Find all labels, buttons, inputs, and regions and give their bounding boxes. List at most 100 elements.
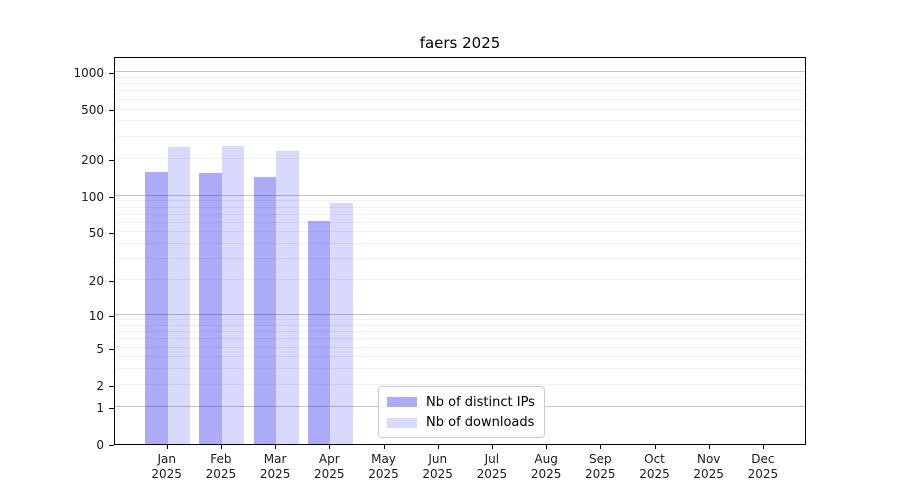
minor-gridline-6 [115, 338, 805, 340]
x-tick-label-dec: Dec 2025 [735, 452, 791, 482]
x-tick-month: Aug [534, 452, 558, 466]
y-tick-mark-50 [109, 233, 114, 235]
x-tick-month: Apr [318, 452, 340, 466]
x-tick-label-nov: Nov 2025 [681, 452, 737, 482]
x-tick-mark-dec [762, 445, 764, 449]
minor-gridline-5 [115, 346, 805, 348]
y-tick-mark-20 [109, 281, 114, 283]
minor-gridline-8 [115, 324, 805, 326]
minor-gridline-700 [115, 90, 805, 92]
legend-swatch-distinct-ips [387, 397, 417, 408]
x-tick-year: 2025 [476, 467, 508, 481]
x-tick-month: Dec [751, 452, 775, 466]
bar-downloads-feb [221, 145, 245, 444]
y-tick-mark-5 [109, 348, 114, 350]
y-tick-label-500: 500 [81, 103, 104, 118]
x-tick-year: 2025 [639, 467, 670, 481]
legend-item-distinct-ips: Nb of distinct IPs [387, 395, 536, 410]
x-tick-label-apr: Apr 2025 [301, 452, 357, 482]
x-tick-month: Oct [644, 452, 665, 466]
y-tick-label-100: 100 [81, 189, 104, 204]
minor-gridline-20 [115, 279, 805, 281]
bar-ips-apr [307, 221, 331, 444]
minor-gridline-200 [115, 157, 805, 159]
x-tick-label-may: May 2025 [356, 452, 412, 482]
x-tick-mark-sep [600, 445, 602, 449]
x-tick-mark-oct [654, 445, 656, 449]
minor-gridline-900 [115, 76, 805, 78]
major-gridline-100 [115, 194, 805, 196]
bar-ips-jan [145, 171, 168, 444]
major-gridline-10 [115, 313, 805, 315]
chart-title: faers 2025 [419, 34, 501, 52]
minor-gridline-70 [115, 213, 805, 215]
x-tick-year: 2025 [747, 467, 779, 481]
x-tick-month: Jun [428, 452, 448, 466]
x-tick-month: May [371, 452, 396, 466]
y-tick-label-50: 50 [88, 226, 104, 241]
x-tick-month: Feb [210, 452, 232, 466]
x-tick-label-mar: Mar 2025 [247, 452, 303, 482]
y-tick-label-2: 2 [96, 378, 104, 393]
major-gridline-1000 [115, 71, 805, 73]
minor-gridline-80 [115, 206, 805, 208]
x-tick-month: Nov [696, 452, 721, 466]
minor-gridline-50 [115, 231, 805, 233]
y-tick-label-1: 1 [96, 400, 104, 415]
x-tick-label-sep: Sep 2025 [572, 452, 628, 482]
minor-gridline-4 [115, 356, 805, 358]
x-tick-mark-jan [166, 445, 168, 449]
minor-gridline-60 [115, 221, 805, 223]
legend: Nb of distinct IPs Nb of downloads [378, 386, 545, 438]
minor-gridline-800 [115, 83, 805, 85]
x-tick-label-jul: Jul 2025 [464, 452, 520, 482]
y-tick-label-10: 10 [88, 308, 104, 323]
minor-gridline-300 [115, 135, 805, 137]
y-tick-mark-1 [109, 407, 114, 409]
legend-swatch-downloads [387, 417, 417, 428]
x-tick-year: 2025 [530, 467, 562, 481]
plot-area [114, 57, 806, 445]
y-tick-label-20: 20 [88, 274, 104, 289]
x-tick-mark-aug [546, 445, 548, 449]
x-tick-month: Sep [588, 452, 612, 466]
legend-label-downloads: Nb of downloads [426, 415, 535, 431]
minor-gridline-600 [115, 98, 805, 100]
x-tick-mark-jun [437, 445, 439, 449]
minor-gridline-2 [115, 383, 805, 385]
bar-ips-feb [199, 173, 222, 444]
minor-gridline-90 [115, 200, 805, 202]
x-tick-year: 2025 [314, 467, 345, 481]
x-tick-year: 2025 [368, 467, 399, 481]
legend-item-downloads: Nb of downloads [387, 415, 536, 430]
x-tick-year: 2025 [151, 467, 182, 481]
y-tick-mark-100 [109, 196, 114, 198]
y-tick-mark-500 [109, 110, 114, 112]
x-tick-year: 2025 [205, 467, 237, 481]
bar-ips-mar [253, 177, 277, 444]
x-tick-mark-may [383, 445, 385, 449]
x-tick-mark-mar [275, 445, 277, 449]
y-tick-label-5: 5 [96, 341, 104, 356]
y-tick-label-1000: 1000 [73, 66, 104, 81]
y-tick-label-200: 200 [81, 152, 104, 167]
legend-label-distinct-ips: Nb of distinct IPs [426, 394, 535, 410]
x-tick-month: Jul [484, 452, 500, 466]
bar-downloads-jan [167, 146, 191, 444]
x-tick-month: Jan [157, 452, 176, 466]
bar-downloads-apr [330, 202, 353, 444]
minor-gridline-7 [115, 331, 805, 333]
y-tick-mark-200 [109, 159, 114, 161]
x-tick-year: 2025 [259, 467, 291, 481]
x-tick-year: 2025 [585, 467, 616, 481]
x-tick-label-aug: Aug 2025 [518, 452, 574, 482]
y-tick-mark-0 [109, 445, 114, 446]
minor-gridline-500 [115, 108, 805, 110]
x-tick-mark-jul [491, 445, 493, 449]
x-tick-year: 2025 [693, 467, 724, 481]
minor-gridline-30 [115, 258, 805, 260]
y-tick-mark-2 [109, 385, 114, 387]
minor-gridline-400 [115, 120, 805, 122]
y-tick-mark-1000 [109, 73, 114, 75]
